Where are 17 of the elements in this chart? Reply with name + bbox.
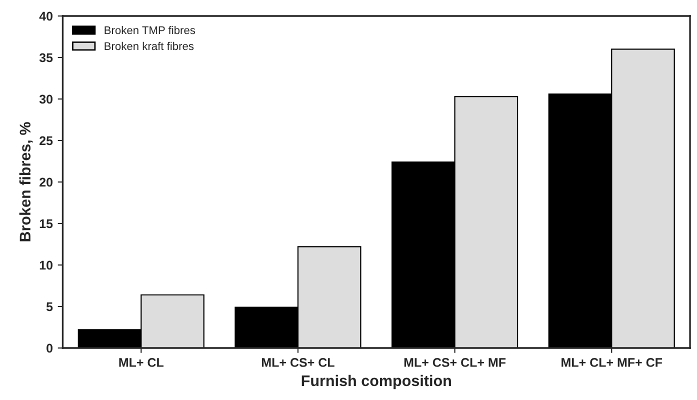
y-tick-label: 30 (39, 94, 52, 104)
legend-label: Broken kraft fibres (104, 42, 194, 50)
y-axis-title: Broken fibres, % (19, 122, 33, 242)
x-tick-label: ML+ CS+ CL (262, 358, 334, 367)
y-tick-label: 35 (39, 53, 53, 62)
y-tick-label: 15 (40, 219, 53, 228)
y-tick-label: 40 (39, 12, 52, 21)
y-tick-label: 0 (46, 344, 52, 353)
x-tick-label: ML+ CL (119, 358, 164, 367)
y-tick-label: 20 (40, 178, 52, 187)
y-tick-label: 10 (40, 260, 52, 270)
x-tick-label: ML+ CS+ CL+ MF (404, 358, 506, 367)
y-tick-label: 5 (46, 302, 53, 312)
x-tick-label: ML+ CL+ MF+ CF (562, 358, 662, 367)
y-tick-label: 25 (40, 136, 53, 146)
legend-label: Broken TMP fibres (104, 26, 196, 34)
x-axis-title: Furnish composition (302, 374, 451, 390)
